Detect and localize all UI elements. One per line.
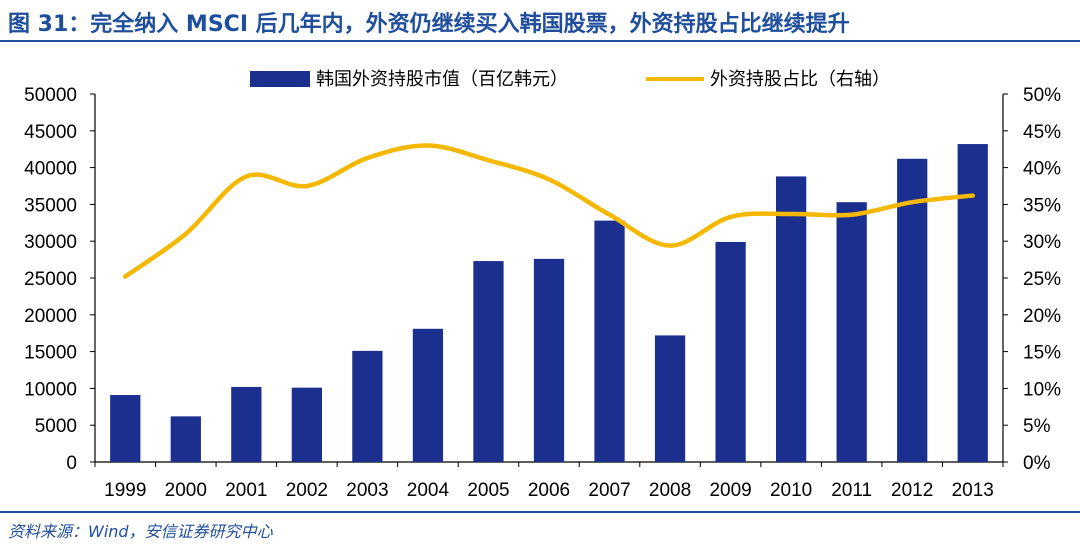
bar-2010 [776,176,807,462]
y2-tick-label: 35% [1023,195,1061,216]
y-tick-label: 25000 [24,269,77,290]
legend-swatch-market-value [250,71,310,87]
y2-tick-label: 15% [1023,343,1061,364]
x-tick-label: 2005 [467,480,509,501]
x-tick-label: 2003 [346,480,388,501]
y-tick-label: 50000 [24,85,77,106]
y-tick-label: 20000 [24,306,77,327]
y-tick-label: 5000 [35,416,77,437]
y-tick-label: 45000 [24,122,77,143]
bar-1999 [110,395,141,462]
x-tick-label: 2004 [407,480,450,501]
y2-tick-label: 45% [1023,122,1061,143]
figure-title: 图 31：完全纳入 MSCI 后几年内，外资仍继续买入韩国股票，外资持股占比继续… [8,12,850,37]
x-tick-label: 2013 [952,480,994,501]
x-tick-label: 2000 [165,480,207,501]
bar-2001 [231,386,262,462]
bar-2003 [352,350,383,462]
bar-2000 [170,416,201,462]
bar-2007 [594,220,625,462]
bar-2005 [473,261,504,462]
y-tick-label: 40000 [24,159,77,180]
y-tick-label: 15000 [24,343,77,364]
bar-2009 [715,241,746,462]
bar-series [110,144,988,462]
legend-label-holding-ratio: 外资持股占比（右轴） [710,69,890,89]
y2-tick-label: 0% [1023,453,1051,474]
legend: 韩国外资持股市值（百亿韩元） 外资持股占比（右轴） [250,69,890,89]
legend-label-market-value: 韩国外资持股市值（百亿韩元） [316,69,568,89]
x-tick-label: 2012 [891,480,933,501]
x-tick-label: 1999 [104,480,146,501]
x-tick-label: 2010 [770,480,812,501]
line-series [123,143,975,279]
source-note: 资料来源：Wind，安信证券研究中心 [8,522,273,541]
x-tick-label: 2002 [286,480,328,501]
x-tick-label: 2009 [709,480,751,501]
y2-tick-label: 5% [1023,416,1051,437]
y2-tick-label: 20% [1023,306,1061,327]
source-rule [0,511,1080,513]
bar-2006 [533,258,565,462]
y2-tick-label: 40% [1023,159,1061,180]
y2-tick-label: 10% [1023,379,1061,400]
foreign-holdings-chart: 韩国外资持股市值（百亿韩元） 外资持股占比（右轴） 0 0% 5000 5% 10000… [24,69,1061,501]
bar-2012 [897,158,928,462]
x-tick-label: 2008 [649,480,691,501]
y2-tick-label: 50% [1023,85,1061,106]
y-tick-label: 10000 [24,379,77,400]
y-tick-label: 0 [66,453,77,474]
bar-2004 [412,328,444,462]
x-tick-label: 2006 [528,480,570,501]
y2-tick-label: 30% [1023,232,1061,253]
x-tick-label: 2007 [588,480,630,501]
x-tick-label: 2011 [831,480,872,501]
bar-2013 [957,144,988,462]
title-rule [0,40,1080,42]
axes: 0 0% 5000 5% 10000 10% 15000 15% 20000 20% 25000 25… [24,85,1061,501]
y-tick-label: 30000 [24,232,77,253]
bar-2011 [836,202,867,462]
x-tick-label: 2001 [225,480,267,501]
y2-tick-label: 25% [1023,269,1061,290]
bar-2002 [291,387,322,462]
bar-2008 [654,335,686,462]
y-tick-label: 35000 [24,195,77,216]
